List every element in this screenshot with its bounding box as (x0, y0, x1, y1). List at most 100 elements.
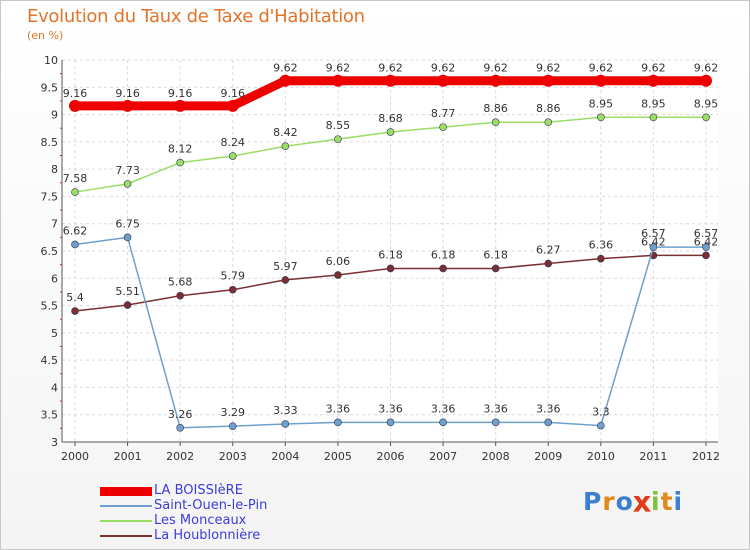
data-label-la-boissiere: 9.62 (641, 62, 666, 75)
y-tick-label: 5 (51, 327, 58, 340)
logo-letter: t (660, 487, 674, 516)
data-point-saint-ouen-le-pin (439, 418, 447, 427)
data-point-les-monceaux (439, 123, 447, 131)
data-label-la-boissiere: 9.16 (221, 87, 246, 100)
data-point-les-monceaux (544, 118, 553, 127)
y-tick-label: 8 (51, 163, 58, 176)
data-point-la-boissiere (647, 74, 660, 87)
data-label-les-monceaux: 8.86 (483, 102, 508, 115)
data-point-saint-ouen-le-pin (334, 418, 342, 427)
legend-swatch-la-boissiere (100, 487, 152, 496)
x-tick-label: 2005 (324, 450, 352, 463)
data-label-saint-ouen-le-pin: 6.62 (63, 224, 88, 237)
y-tick-label: 9.5 (41, 81, 59, 94)
data-label-la-houblonniere: 6.18 (378, 248, 403, 261)
data-label-la-boissiere: 9.62 (273, 62, 298, 75)
y-tick-label: 3 (51, 436, 58, 449)
data-point-la-boissiere (700, 74, 712, 87)
data-label-les-monceaux: 8.95 (641, 97, 666, 110)
y-tick-label: 5.5 (41, 300, 59, 313)
proxiti-logo: Proxiti (583, 484, 684, 519)
data-label-la-boissiere: 9.62 (431, 62, 456, 75)
data-point-les-monceaux (176, 158, 184, 167)
data-label-les-monceaux: 8.86 (536, 102, 561, 115)
data-label-saint-ouen-le-pin: 3.36 (483, 402, 508, 415)
data-label-les-monceaux: 7.73 (115, 164, 140, 177)
logo-letter: r (602, 487, 616, 516)
data-point-la-boissiere (226, 99, 239, 112)
x-tick-label: 2011 (639, 450, 667, 463)
data-point-saint-ouen-le-pin (281, 420, 290, 428)
data-label-les-monceaux: 8.95 (589, 97, 614, 110)
x-tick-label: 2006 (377, 450, 405, 463)
y-tick-label: 6 (51, 272, 58, 285)
data-point-les-monceaux (386, 128, 395, 136)
data-point-saint-ouen-le-pin (71, 240, 79, 249)
data-point-les-monceaux (702, 113, 710, 122)
data-point-la-boissiere (594, 74, 607, 87)
data-point-la-houblonniere (228, 285, 237, 294)
data-point-saint-ouen-le-pin (386, 418, 395, 427)
logo-letter: i (651, 487, 661, 516)
y-tick-label: 4.5 (41, 354, 59, 367)
x-tick-label: 2009 (534, 450, 562, 463)
data-point-les-monceaux (491, 118, 500, 127)
data-label-la-houblonniere: 5.68 (168, 276, 193, 289)
chart-title: Evolution du Taux de Taxe d'Habitation (27, 6, 365, 27)
data-label-les-monceaux: 7.58 (63, 172, 88, 185)
data-point-saint-ouen-le-pin (176, 424, 184, 432)
data-point-saint-ouen-le-pin (123, 233, 132, 242)
data-point-les-monceaux (71, 188, 79, 196)
data-point-les-monceaux (228, 152, 237, 160)
data-point-saint-ouen-le-pin (491, 418, 500, 427)
x-tick-label: 2002 (166, 450, 194, 463)
data-point-les-monceaux (597, 113, 605, 122)
data-label-la-houblonniere: 6.27 (536, 244, 561, 257)
data-point-la-houblonniere (123, 301, 132, 309)
data-point-la-houblonniere (439, 264, 447, 273)
logo-letter: P (583, 487, 603, 516)
data-label-la-boissiere: 9.62 (589, 62, 614, 75)
y-tick-label: 10 (44, 54, 58, 67)
y-tick-label: 6.5 (41, 245, 59, 258)
data-label-la-houblonniere: 6.36 (589, 239, 614, 252)
data-label-la-houblonniere: 6.06 (326, 255, 351, 268)
data-label-la-boissiere: 9.16 (115, 87, 140, 100)
y-tick-label: 4 (51, 381, 58, 394)
data-label-les-monceaux: 8.12 (168, 143, 193, 156)
data-point-la-houblonniere (281, 276, 290, 284)
data-label-la-boissiere: 9.62 (326, 62, 351, 75)
data-label-les-monceaux: 8.77 (431, 107, 456, 120)
x-tick-label: 2010 (587, 450, 615, 463)
data-point-les-monceaux (649, 113, 658, 122)
legend-label-la-houblonniere: La Houblonnière (154, 528, 261, 543)
y-tick-label: 7.5 (41, 190, 59, 203)
data-label-saint-ouen-le-pin: 3.33 (273, 404, 298, 417)
data-label-la-boissiere: 9.62 (378, 62, 403, 75)
x-tick-label: 2001 (114, 450, 142, 463)
data-label-les-monceaux: 8.95 (694, 97, 719, 110)
data-point-la-boissiere (331, 74, 344, 87)
data-label-les-monceaux: 8.68 (378, 112, 403, 125)
x-tick-label: 2007 (429, 450, 457, 463)
x-tick-label: 2003 (219, 450, 247, 463)
data-label-saint-ouen-le-pin: 3.36 (431, 402, 456, 415)
data-point-la-houblonniere (702, 251, 710, 260)
logo-letter: x (632, 484, 653, 519)
logo-letter: i (673, 487, 684, 516)
x-tick-label: 2008 (482, 450, 510, 463)
legend-swatch-la-houblonniere (100, 535, 152, 537)
data-label-saint-ouen-le-pin: 6.57 (641, 227, 666, 240)
data-label-la-houblonniere: 5.4 (66, 291, 84, 304)
data-label-saint-ouen-le-pin: 3.29 (221, 406, 246, 419)
data-label-la-houblonniere: 5.79 (221, 270, 246, 283)
data-point-la-houblonniere (386, 264, 395, 273)
data-label-saint-ouen-le-pin: 3.26 (168, 408, 193, 421)
data-point-la-boissiere (121, 99, 134, 112)
data-point-la-boissiere (489, 74, 502, 87)
y-tick-label: 9 (51, 109, 58, 122)
data-point-la-boissiere (69, 99, 81, 112)
data-point-la-houblonniere (334, 271, 342, 279)
data-point-la-boissiere (384, 74, 397, 87)
